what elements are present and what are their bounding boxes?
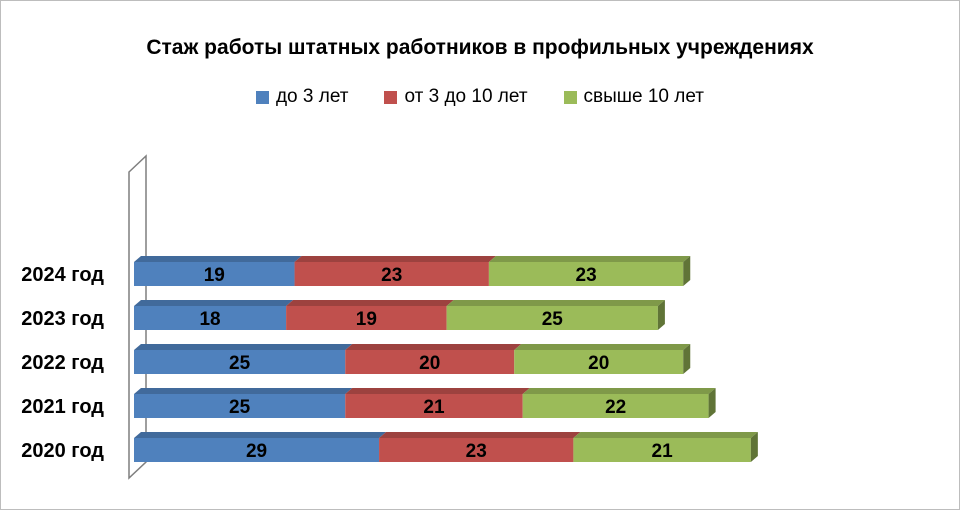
category-label: 2020 год [21,440,104,462]
bar-segment [379,438,574,462]
bar-end-face [750,432,758,462]
chart-title: Стаж работы штатных работников в профиль… [146,36,814,59]
legend-item-over-10: свыше 10 лет [563,86,705,108]
value-label: 29 [246,441,267,462]
legend-label-over-10: свыше 10 лет [583,86,705,107]
category-label: 2023 год [21,308,104,330]
bar-top-face [446,300,665,306]
bar-segment [345,350,515,374]
bar-segment [134,394,346,418]
value-label: 21 [652,441,674,462]
bar-top-face [345,344,522,350]
legend-item-under-3: до 3 лет [255,86,349,108]
bar-segment [345,394,523,418]
bar-segment [134,306,287,330]
value-label: 23 [466,441,487,462]
bar-top-face [488,256,691,262]
bar-segment [514,350,684,374]
bar-top-face [379,432,581,438]
legend-swatch-3-to-10 [384,90,398,104]
value-label: 20 [588,353,609,374]
bar-top-face [134,388,353,394]
bar-top-face [134,300,294,306]
legend-swatch-over-10 [563,90,577,104]
value-label: 25 [229,353,251,374]
value-label: 23 [381,265,402,286]
bar-segment [134,438,380,462]
bar-top-face [286,300,454,306]
value-label: 22 [605,397,626,418]
value-label: 18 [199,309,220,330]
bar-segment [488,262,684,286]
bar-top-face [514,344,691,350]
bar-segment [134,262,295,286]
bar-segment [522,394,709,418]
legend-label-under-3: до 3 лет [275,86,349,107]
bar-top-face [134,432,387,438]
bar-top-face [573,432,758,438]
bar-top-face [522,388,716,394]
value-label: 19 [204,265,225,286]
bar-segment [573,438,751,462]
value-label: 19 [356,309,377,330]
bar-end-face [683,256,691,286]
bar-end-face [683,344,691,374]
bar-segment [134,350,346,374]
category-label: 2022 год [21,352,104,374]
value-label: 23 [576,265,597,286]
bar-segment [286,306,447,330]
bar-top-face [134,344,353,350]
bar-segment [446,306,658,330]
legend-swatch-under-3 [255,90,269,104]
legend-label-3-to-10: от 3 до 10 лет [404,86,528,107]
category-label: 2024 год [21,264,104,286]
category-label: 2021 год [21,396,104,418]
value-label: 25 [542,309,564,330]
legend-item-3-to-10: от 3 до 10 лет [384,86,528,108]
bar-top-face [345,388,530,394]
value-label: 21 [423,397,445,418]
value-label: 20 [419,353,440,374]
value-label: 25 [229,397,251,418]
legend: до 3 лет от 3 до 10 лет свыше 10 лет [0,86,960,108]
bar-end-face [708,388,716,418]
bar-top-face [294,256,496,262]
bar-end-face [657,300,665,330]
bar-segment [294,262,489,286]
bar-top-face [134,256,302,262]
